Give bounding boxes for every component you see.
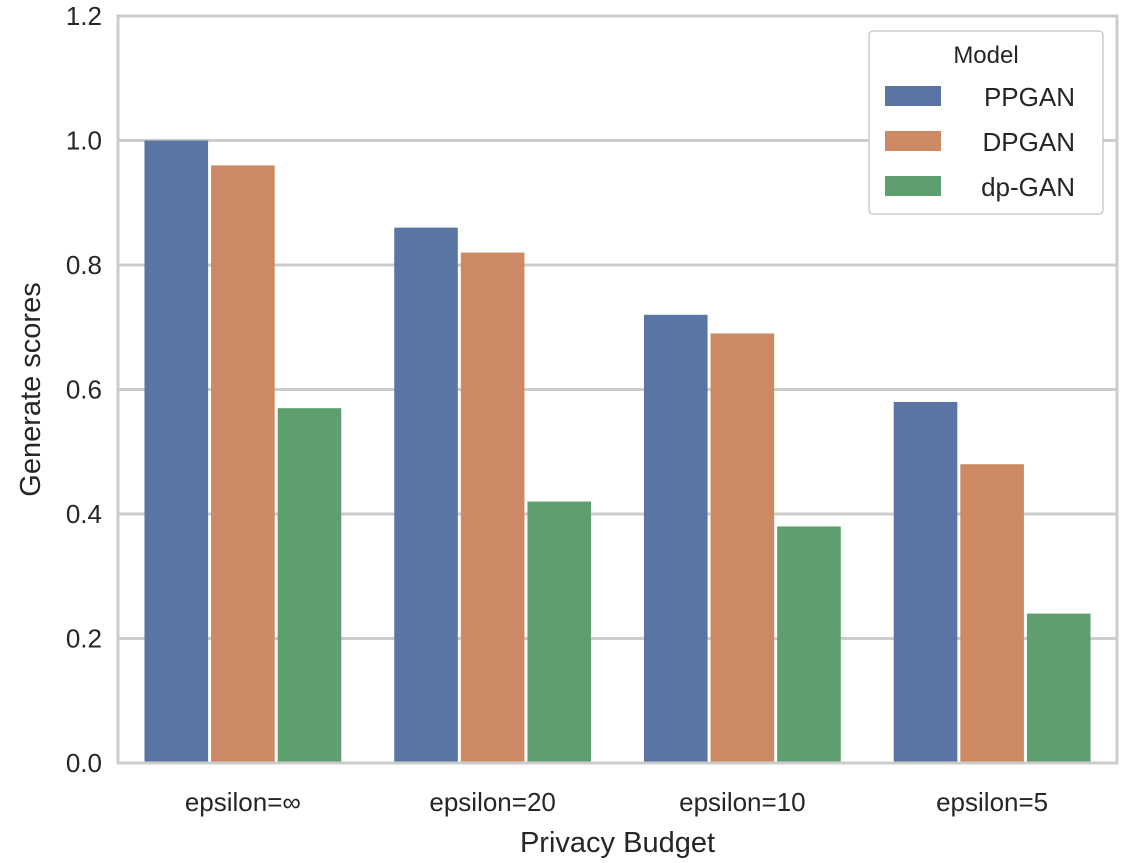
plot-frame [116,14,1119,765]
legend-box [868,30,1104,215]
bar-dpgan-3 [960,464,1024,763]
legend-swatch [885,86,941,106]
y-tick-labels: 0.0 0.2 0.4 0.6 0.8 1.0 1.2 [66,1,102,778]
y-tick-label: 1.0 [66,126,102,156]
x-tick-labels: epsilon=∞ epsilon=20 epsilon=10 epsilon=5 [185,787,1048,817]
bar-ppgan-1 [394,227,458,763]
y-tick-label: 0.0 [66,748,102,778]
legend-label: PPGAN [984,82,1075,112]
bar-ppgan-2 [643,314,708,763]
legend: Model PPGAN DPGAN dp-GAN [868,30,1104,215]
x-tick-label: epsilon=20 [429,787,556,817]
legend-label: dp-GAN [981,172,1075,202]
legend-title: Model [953,42,1018,69]
legend-swatch [885,131,941,151]
bar-dpgan-1 [460,252,525,764]
bar-dp-gan-0 [277,408,342,763]
bar-dp-gan-3 [1026,613,1091,763]
y-tick-label: 0.8 [66,250,102,280]
x-tick-label: epsilon=10 [679,787,806,817]
bar-dp-gan-1 [527,501,592,763]
y-tick-label: 0.4 [66,499,102,529]
x-tick-label: epsilon=∞ [185,787,301,817]
bars [144,140,1091,764]
x-tick-label: epsilon=5 [936,787,1048,817]
legend-items: PPGAN DPGAN dp-GAN [885,82,1075,202]
y-tick-label: 1.2 [66,1,102,31]
bar-dp-gan-2 [777,526,841,763]
x-axis-title: Privacy Budget [520,827,715,859]
legend-swatch [885,176,941,196]
y-tick-label: 0.6 [66,375,102,405]
bar-ppgan-3 [893,401,958,763]
bar-dpgan-0 [211,165,275,763]
y-tick-label: 0.2 [66,624,102,654]
legend-label: DPGAN [983,127,1075,157]
bar-ppgan-0 [144,140,209,763]
bar-dpgan-2 [710,333,775,763]
y-axis-title: Generate scores [15,282,47,496]
